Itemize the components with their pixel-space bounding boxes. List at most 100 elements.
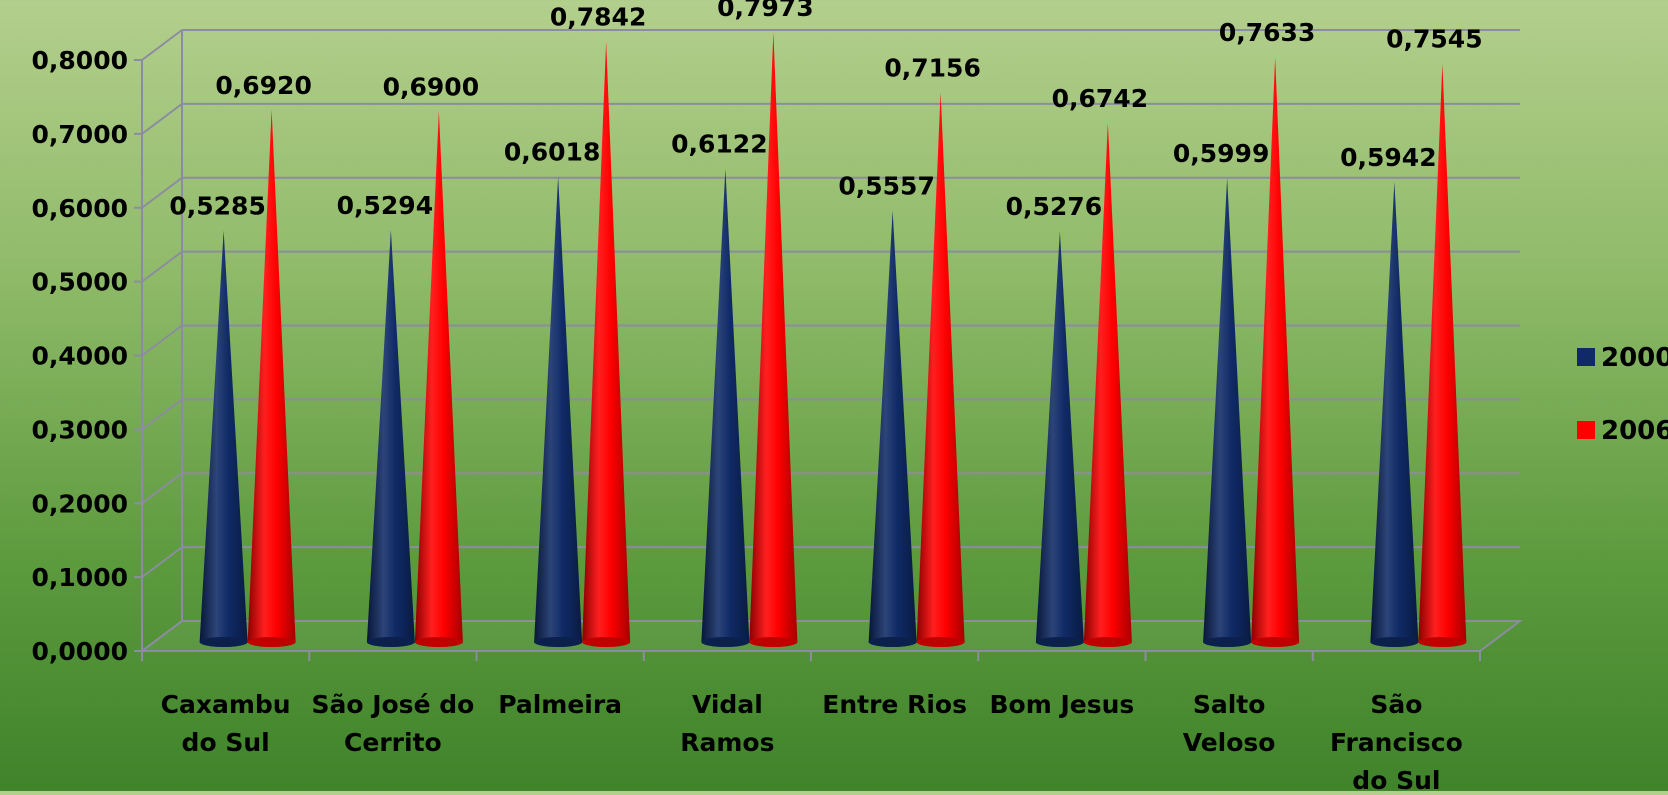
- y-tick-label: 0,7000: [32, 120, 128, 149]
- x-tick-label: Palmeira: [498, 690, 622, 719]
- cone-base: [1035, 637, 1084, 647]
- cone-shape: [749, 31, 798, 648]
- cone-shape: [534, 176, 583, 648]
- cone-shape: [414, 111, 463, 648]
- cone-shape: [1370, 182, 1419, 648]
- cone-base: [534, 637, 583, 647]
- cone-shape: [247, 109, 296, 648]
- data-label: 0,6018: [504, 137, 600, 166]
- data-label: 0,7633: [1219, 18, 1315, 47]
- cone-base: [1370, 637, 1419, 647]
- cone-base: [868, 637, 917, 647]
- cone-base: [582, 637, 631, 647]
- cone-2000-6: [1203, 177, 1252, 648]
- data-labels: 0,5285 0,6920 0,5294 0,6900 0,6018 0,7842 0,61…: [169, 0, 1482, 221]
- y-tick-label: 0,5000: [32, 268, 128, 297]
- x-tick-label: Caxambu do Sul: [161, 690, 291, 757]
- gridline-side: [141, 546, 183, 578]
- gridline-side: [141, 29, 183, 61]
- data-label: 0,5942: [1340, 143, 1436, 172]
- gridline-side: [141, 620, 183, 652]
- cone-base: [247, 637, 296, 647]
- cone-shape: [1418, 63, 1467, 648]
- cone-shape: [1203, 177, 1252, 648]
- x-tick-labels: Caxambu do Sul São José do Cerrito Palmeira V…: [161, 690, 1463, 795]
- cone-2006-1: [414, 111, 463, 648]
- cone-2006-5: [1083, 122, 1132, 648]
- gridline-side: [141, 472, 183, 505]
- cone-shape: [701, 168, 750, 648]
- y-tick-label: 0,2000: [32, 489, 128, 518]
- cone-2006-3: [749, 31, 798, 648]
- data-label: 0,7156: [884, 53, 980, 82]
- cone-2000-0: [199, 230, 248, 648]
- cone-shape: [199, 230, 248, 648]
- cone-base: [199, 637, 248, 647]
- gridline-side: [141, 250, 183, 283]
- x-tick-label: Bom Jesus: [989, 690, 1134, 719]
- x-tick-label: Salto Veloso: [1183, 690, 1276, 757]
- cone-2006-7: [1418, 63, 1467, 648]
- x-tick-label: São José do Cerrito: [311, 690, 474, 757]
- gridline-side: [141, 176, 183, 209]
- cone-2000-7: [1370, 182, 1419, 648]
- data-label: 0,6920: [215, 71, 311, 100]
- legend-swatch: [1577, 421, 1595, 439]
- cone-2000-2: [534, 176, 583, 648]
- y-tick-label: 0,1000: [32, 563, 128, 592]
- cone-2000-4: [868, 210, 917, 648]
- legend-label: 2006: [1601, 416, 1668, 446]
- cone-2000-5: [1035, 231, 1084, 648]
- chart-floor: [139, 620, 1523, 652]
- cone-base: [916, 637, 965, 647]
- data-label: 0,7545: [1386, 25, 1482, 54]
- cone-shape: [916, 92, 965, 648]
- y-tick-label: 0,6000: [32, 194, 128, 223]
- gridline-side: [141, 398, 183, 431]
- legend: 2000 2006: [1577, 343, 1668, 446]
- cone-shape: [1251, 57, 1300, 648]
- cone-2006-0: [247, 109, 296, 648]
- cone-base: [749, 637, 798, 647]
- data-label: 0,5294: [337, 191, 433, 220]
- cone-2006-4: [916, 92, 965, 648]
- data-label: 0,7973: [717, 0, 813, 22]
- x-tick-label: Vidal Ramos: [680, 690, 774, 757]
- data-label: 0,5999: [1173, 139, 1269, 168]
- cone-base: [366, 637, 415, 647]
- legend-label: 2000: [1601, 343, 1668, 373]
- gridline-side: [141, 324, 183, 357]
- data-label: 0,7842: [550, 3, 646, 32]
- x-tick-label: Entre Rios: [822, 690, 967, 719]
- data-label: 0,6742: [1052, 84, 1148, 113]
- cone-shape: [1035, 231, 1084, 648]
- cone-shape: [582, 41, 631, 648]
- y-tick-label: 0,3000: [32, 415, 128, 444]
- y-tick-label: 0,0000: [32, 637, 128, 666]
- data-label: 0,5557: [838, 171, 934, 200]
- data-label: 0,6900: [383, 72, 479, 101]
- y-tick-label: 0,4000: [32, 342, 128, 371]
- gridline-side: [141, 103, 183, 135]
- data-label: 0,5285: [169, 192, 265, 221]
- cone-shape: [366, 229, 415, 648]
- cones: [199, 31, 1467, 648]
- cone-base: [414, 637, 463, 647]
- cone-2000-1: [366, 229, 415, 648]
- cone-base: [1418, 637, 1467, 647]
- legend-swatch: [1577, 348, 1595, 366]
- cone-base: [701, 637, 750, 647]
- cone-2006-6: [1251, 57, 1300, 648]
- cone-2000-3: [701, 168, 750, 648]
- x-tick-label: São Francisco do Sul: [1330, 690, 1463, 791]
- cone-shape: [868, 210, 917, 648]
- data-label: 0,6122: [671, 130, 767, 159]
- y-tick-label: 0,8000: [32, 46, 128, 75]
- cone-base: [1083, 637, 1132, 647]
- cone-shape: [1083, 122, 1132, 648]
- cone-base: [1251, 637, 1300, 647]
- cone-2006-2: [582, 41, 631, 648]
- data-label: 0,5276: [1006, 192, 1102, 221]
